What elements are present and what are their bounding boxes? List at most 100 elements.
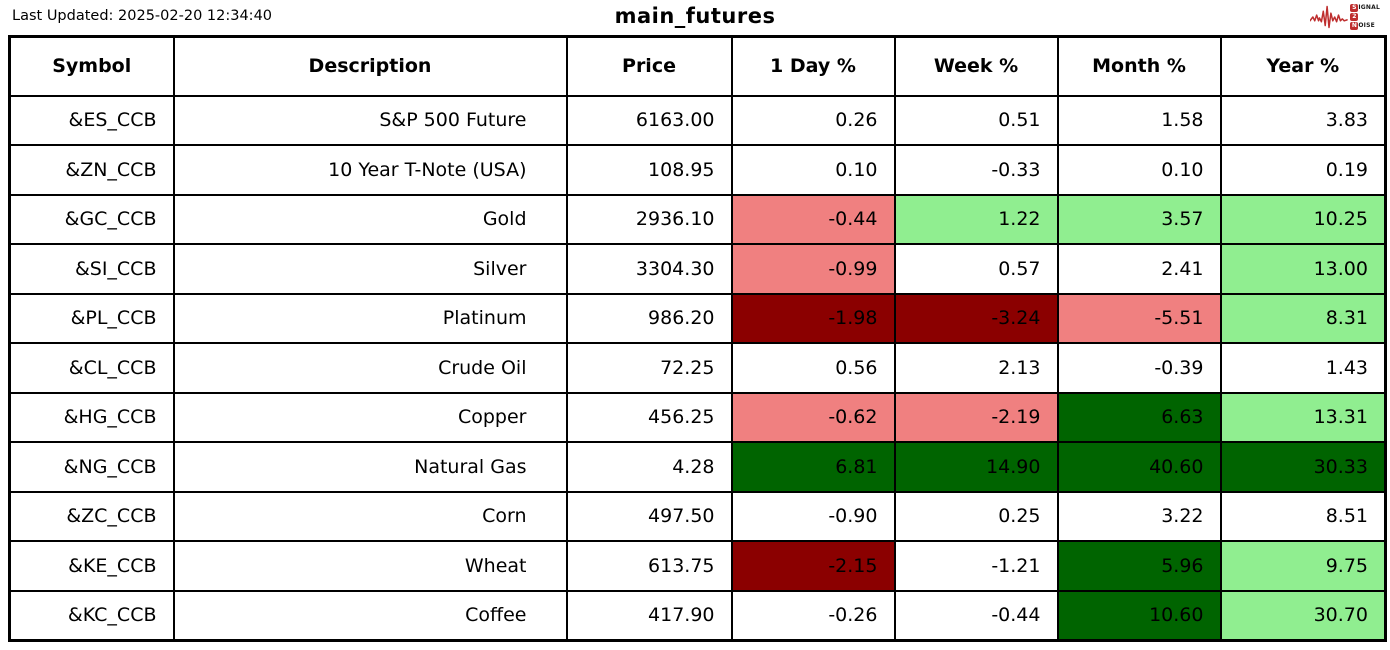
month-change-cell: -5.51 (1056, 292, 1222, 344)
logo-letter-s: S (1350, 4, 1359, 12)
symbol-cell: &KE_CCB (8, 540, 175, 592)
day-change-cell: -2.15 (730, 540, 896, 592)
week-change-cell: -0.44 (893, 589, 1059, 641)
description-cell: Wheat (172, 540, 568, 592)
symbol-cell: &GC_CCB (8, 193, 175, 245)
description-cell: Silver (172, 243, 568, 295)
week-change-cell: 14.90 (893, 441, 1059, 493)
futures-table-container: Symbol Description Price 1 Day % Week % … (8, 35, 1387, 642)
symbol-cell: &SI_CCB (8, 243, 175, 295)
month-change-cell: 0.10 (1056, 144, 1222, 196)
month-change-cell: 3.22 (1056, 490, 1222, 542)
symbol-cell: &KC_CCB (8, 589, 175, 641)
table-row: &ZN_CCB 10 Year T-Note (USA) 108.95 0.10 -0.… (8, 144, 1387, 196)
week-change-cell: 2.13 (893, 342, 1059, 394)
day-change-cell: -0.62 (730, 391, 896, 443)
month-change-cell: 2.41 (1056, 243, 1222, 295)
day-change-cell: -0.99 (730, 243, 896, 295)
description-cell: Copper (172, 391, 568, 443)
price-cell: 6163.00 (565, 94, 733, 146)
description-cell: Corn (172, 490, 568, 542)
table-row: &ZC_CCB Corn 497.50 -0.90 0.25 3.22 8.51 (8, 490, 1387, 542)
year-change-cell: 13.00 (1219, 243, 1387, 295)
table-row: &HG_CCB Copper 456.25 -0.62 -2.19 6.63 13.31 (8, 391, 1387, 443)
year-change-cell: 0.19 (1219, 144, 1387, 196)
year-change-cell: 3.83 (1219, 94, 1387, 146)
month-change-cell: 1.58 (1056, 94, 1222, 146)
description-cell: Crude Oil (172, 342, 568, 394)
week-change-cell: -3.24 (893, 292, 1059, 344)
logo-letter-2: 2 (1350, 13, 1359, 21)
description-cell: Coffee (172, 589, 568, 641)
symbol-cell: &CL_CCB (8, 342, 175, 394)
table-row: &KC_CCB Coffee 417.90 -0.26 -0.44 10.60 30.70 (8, 589, 1387, 641)
price-cell: 72.25 (565, 342, 733, 394)
waveform-icon (1310, 4, 1349, 30)
year-change-cell: 10.25 (1219, 193, 1387, 245)
day-change-cell: -0.44 (730, 193, 896, 245)
year-change-cell: 30.33 (1219, 441, 1387, 493)
symbol-cell: &ZN_CCB (8, 144, 175, 196)
col-header-month: Month % (1056, 35, 1222, 97)
symbol-cell: &HG_CCB (8, 391, 175, 443)
logo-line-signal: S IGNAL (1350, 4, 1380, 12)
symbol-cell: &NG_CCB (8, 441, 175, 493)
col-header-week: Week % (893, 35, 1059, 97)
logo-line-2: 2 (1350, 13, 1380, 21)
year-change-cell: 30.70 (1219, 589, 1387, 641)
description-cell: Gold (172, 193, 568, 245)
description-cell: S&P 500 Future (172, 94, 568, 146)
description-cell: Natural Gas (172, 441, 568, 493)
table-body: &ES_CCB S&P 500 Future 6163.00 0.26 0.51 1.58… (8, 94, 1387, 641)
signal2noise-logo: S IGNAL 2 N OISE (1310, 4, 1380, 30)
year-change-cell: 13.31 (1219, 391, 1387, 443)
price-cell: 108.95 (565, 144, 733, 196)
year-change-cell: 8.51 (1219, 490, 1387, 542)
day-change-cell: 0.10 (730, 144, 896, 196)
futures-table: Symbol Description Price 1 Day % Week % … (8, 35, 1387, 642)
week-change-cell: 0.25 (893, 490, 1059, 542)
day-change-cell: -1.98 (730, 292, 896, 344)
month-change-cell: 5.96 (1056, 540, 1222, 592)
month-change-cell: 10.60 (1056, 589, 1222, 641)
day-change-cell: -0.26 (730, 589, 896, 641)
symbol-cell: &PL_CCB (8, 292, 175, 344)
table-row: &KE_CCB Wheat 613.75 -2.15 -1.21 5.96 9.75 (8, 540, 1387, 592)
logo-letter-n: N (1350, 22, 1359, 30)
logo-line-noise: N OISE (1350, 22, 1375, 30)
week-change-cell: 1.22 (893, 193, 1059, 245)
year-change-cell: 9.75 (1219, 540, 1387, 592)
col-header-description: Description (172, 35, 568, 97)
logo-wordmark: S IGNAL 2 N OISE (1350, 4, 1380, 30)
price-cell: 417.90 (565, 589, 733, 641)
description-cell: 10 Year T-Note (USA) (172, 144, 568, 196)
page-title: main_futures (614, 4, 776, 28)
week-change-cell: -0.33 (893, 144, 1059, 196)
price-cell: 2936.10 (565, 193, 733, 245)
col-header-1day: 1 Day % (730, 35, 896, 97)
day-change-cell: 0.56 (730, 342, 896, 394)
symbol-cell: &ZC_CCB (8, 490, 175, 542)
description-cell: Platinum (172, 292, 568, 344)
price-cell: 456.25 (565, 391, 733, 443)
week-change-cell: 0.57 (893, 243, 1059, 295)
day-change-cell: 6.81 (730, 441, 896, 493)
price-cell: 613.75 (565, 540, 733, 592)
month-change-cell: 3.57 (1056, 193, 1222, 245)
price-cell: 986.20 (565, 292, 733, 344)
price-cell: 3304.30 (565, 243, 733, 295)
table-row: &GC_CCB Gold 2936.10 -0.44 1.22 3.57 10.25 (8, 193, 1387, 245)
table-row: &CL_CCB Crude Oil 72.25 0.56 2.13 -0.39 1.43 (8, 342, 1387, 394)
table-row: &ES_CCB S&P 500 Future 6163.00 0.26 0.51 1.58… (8, 94, 1387, 146)
header-row: Symbol Description Price 1 Day % Week % … (8, 35, 1387, 97)
last-updated-timestamp: Last Updated: 2025-02-20 12:34:40 (12, 8, 273, 24)
week-change-cell: -2.19 (893, 391, 1059, 443)
table-row: &PL_CCB Platinum 986.20 -1.98 -3.24 -5.51 8.31 (8, 292, 1387, 344)
col-header-price: Price (565, 35, 733, 97)
year-change-cell: 1.43 (1219, 342, 1387, 394)
col-header-year: Year % (1219, 35, 1387, 97)
year-change-cell: 8.31 (1219, 292, 1387, 344)
price-cell: 497.50 (565, 490, 733, 542)
week-change-cell: -1.21 (893, 540, 1059, 592)
week-change-cell: 0.51 (893, 94, 1059, 146)
